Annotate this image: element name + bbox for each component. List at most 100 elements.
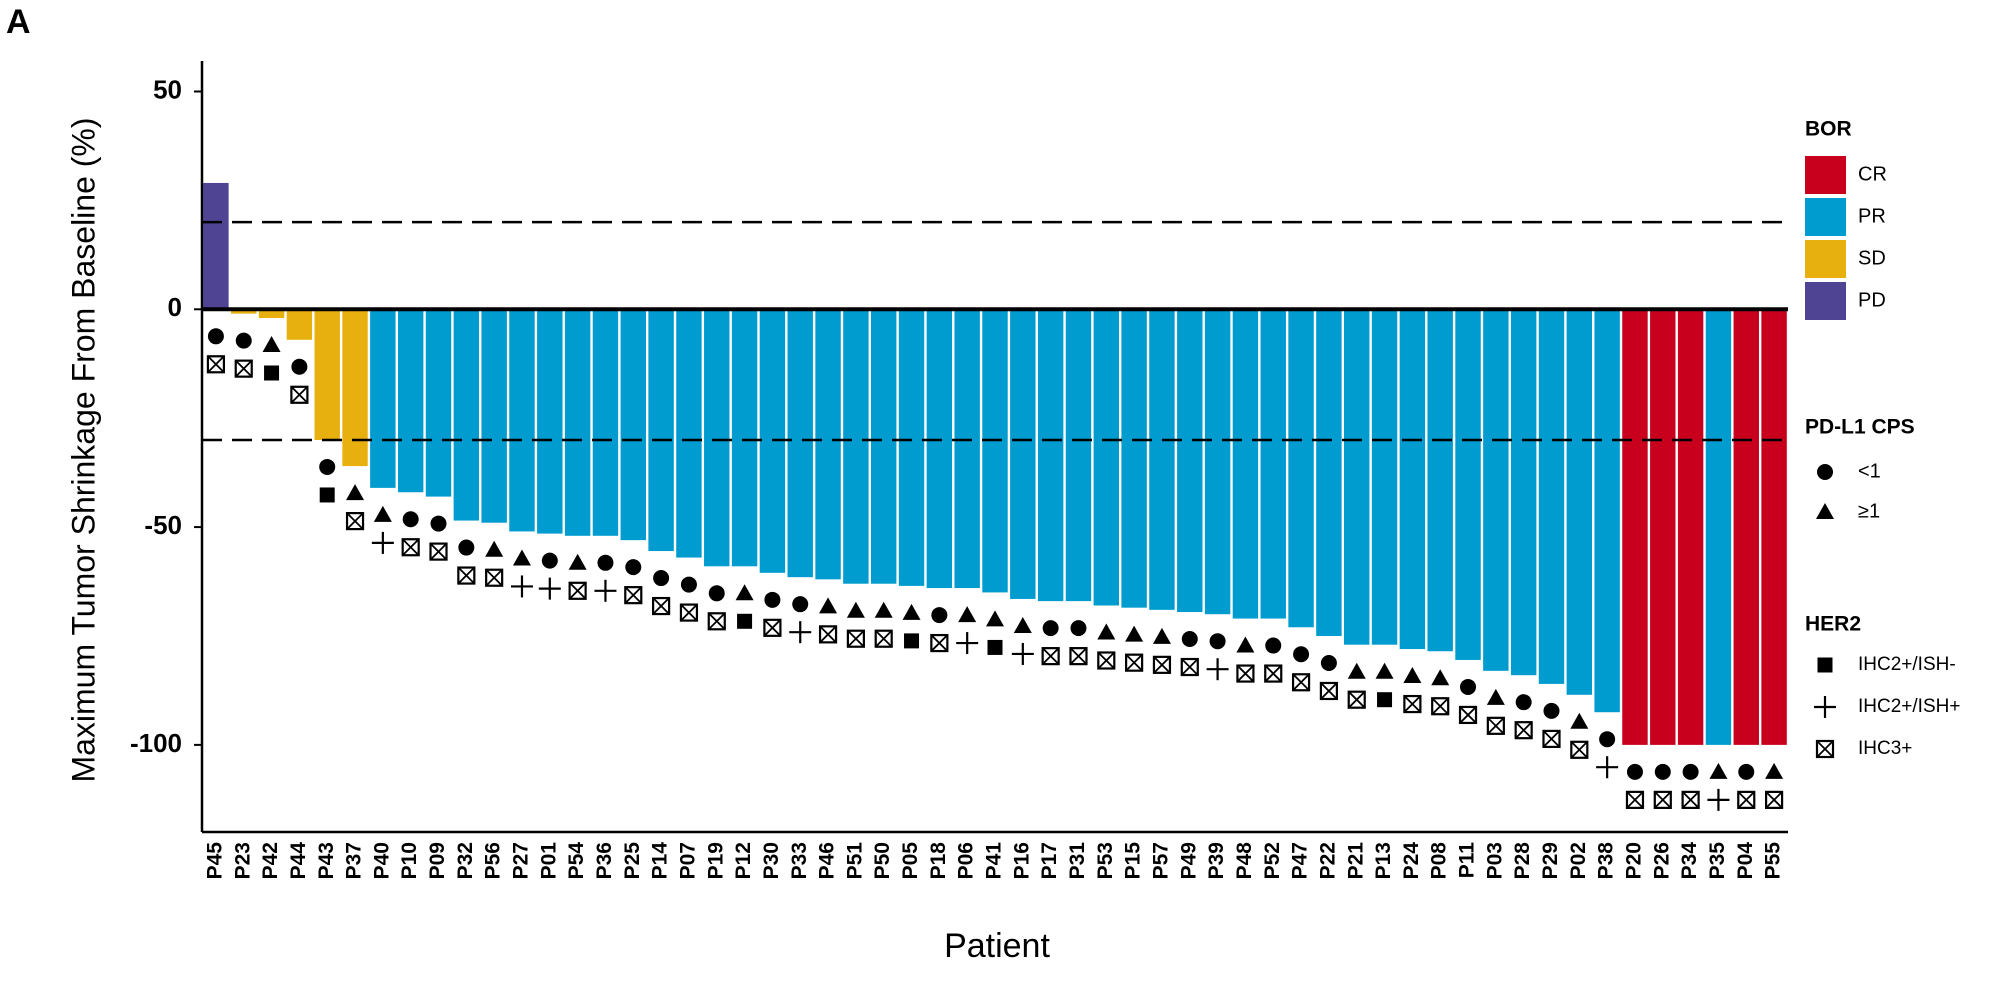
her2-marker-shape: [875, 630, 893, 648]
pdl1-marker: [846, 601, 865, 618]
her2-marker-shape: [679, 603, 699, 622]
her2-marker-shape: [1431, 697, 1450, 716]
bar: [1177, 309, 1203, 613]
bar: [1010, 309, 1036, 599]
legend-symbol-shape: [1815, 739, 1835, 759]
her2-marker-shape: [1681, 791, 1700, 809]
panel-label: A: [6, 3, 31, 41]
pdl1-marker-shape: [1293, 646, 1310, 663]
bar: [1566, 309, 1593, 695]
her2-marker: [1264, 664, 1283, 683]
her2-marker-shape: [346, 512, 364, 530]
her2-marker-shape: [1486, 716, 1505, 735]
her2-marker: [510, 575, 533, 598]
her2-marker-shape: [290, 385, 309, 404]
bar: [1483, 309, 1509, 671]
pdl1-marker: [1013, 616, 1032, 633]
pdl1-marker-shape: [1570, 712, 1589, 729]
bar: [1761, 309, 1787, 745]
x-tick-label: P09: [426, 842, 449, 879]
x-tick-label: P23: [231, 842, 254, 879]
x-tick-label: P13: [1372, 842, 1395, 879]
pdl1-marker: [1709, 762, 1728, 779]
x-tick-label: P28: [1511, 842, 1534, 880]
her2-marker-shape: [1348, 691, 1366, 709]
her2-marker-shape: [1097, 651, 1116, 670]
her2-marker: [1236, 664, 1255, 683]
her2-marker-shape: [930, 634, 948, 652]
pdl1-marker-shape: [764, 591, 781, 608]
pdl1-marker-shape: [931, 607, 948, 624]
x-tick-label: P07: [676, 842, 699, 879]
her2-marker-shape: [402, 538, 420, 556]
x-tick-label: P51: [843, 842, 866, 880]
x-tick-label: P24: [1400, 842, 1423, 880]
bar: [1371, 309, 1398, 645]
pdl1-marker-shape: [1654, 763, 1671, 780]
bar: [731, 309, 758, 567]
x-tick-label: P49: [1177, 842, 1200, 879]
legend-label: PR: [1858, 205, 1886, 227]
bar: [676, 309, 702, 558]
her2-marker: [1291, 673, 1311, 692]
her2-marker: [206, 355, 226, 374]
x-tick-label: P41: [983, 842, 1006, 880]
her2-marker-shape: [987, 639, 1003, 655]
bar: [1455, 309, 1481, 660]
pdl1-marker-shape: [1543, 702, 1560, 719]
her2-marker-shape: [485, 569, 503, 587]
her2-marker: [1041, 647, 1060, 666]
legend-symbol: [1814, 696, 1836, 718]
her2-marker: [1011, 642, 1034, 665]
her2-marker-shape: [1625, 790, 1645, 809]
pdl1-marker-shape: [1599, 731, 1616, 748]
x-tick-label: P45: [203, 842, 226, 880]
bar: [1288, 309, 1314, 628]
pdl1-marker-shape: [819, 597, 838, 614]
bar: [1204, 309, 1231, 615]
pdl1-marker-shape: [541, 552, 558, 569]
her2-marker-shape: [680, 603, 698, 622]
pdl1-marker-shape: [1515, 694, 1532, 711]
x-tick-label: P48: [1233, 842, 1256, 880]
her2-marker: [1737, 790, 1756, 809]
bar: [342, 309, 368, 467]
pdl1-marker-shape: [1097, 623, 1116, 640]
her2-marker: [846, 629, 865, 648]
her2-marker-shape: [1125, 653, 1144, 672]
legend-symbol-shape: [1817, 657, 1833, 673]
her2-marker: [1486, 716, 1505, 735]
x-tick-label: P17: [1038, 842, 1061, 879]
pdl1-marker: [541, 552, 558, 569]
pdl1-marker: [1125, 625, 1144, 642]
her2-marker: [652, 596, 671, 616]
her2-marker-shape: [1180, 657, 1199, 677]
her2-marker-shape: [1319, 681, 1338, 701]
bar: [982, 309, 1008, 593]
pdl1-marker-shape: [625, 559, 642, 576]
her2-marker: [1319, 681, 1338, 701]
her2-marker: [956, 632, 979, 655]
pdl1-marker: [1626, 763, 1643, 780]
her2-marker-shape: [763, 618, 782, 637]
her2-marker: [429, 542, 448, 561]
pdl1-marker: [708, 585, 725, 602]
pdl1-marker-shape: [1236, 636, 1255, 653]
her2-marker-shape: [1236, 664, 1255, 683]
bar: [1510, 309, 1537, 676]
pdl1-marker: [1347, 662, 1366, 679]
pdl1-marker: [1152, 627, 1171, 644]
her2-marker: [707, 612, 726, 631]
pdl1-marker-shape: [458, 539, 475, 556]
x-tick-label: P29: [1539, 842, 1562, 879]
her2-marker: [1625, 790, 1645, 809]
her2-marker: [904, 633, 920, 649]
her2-marker: [818, 625, 838, 644]
her2-marker-shape: [708, 612, 726, 630]
legend-label: PD: [1858, 289, 1886, 311]
pdl1-marker-shape: [262, 336, 281, 352]
her2-marker: [290, 385, 309, 404]
legend-label: IHC3+: [1858, 738, 1912, 759]
pdl1-marker: [597, 554, 614, 571]
x-tick-label: P11: [1456, 842, 1479, 879]
